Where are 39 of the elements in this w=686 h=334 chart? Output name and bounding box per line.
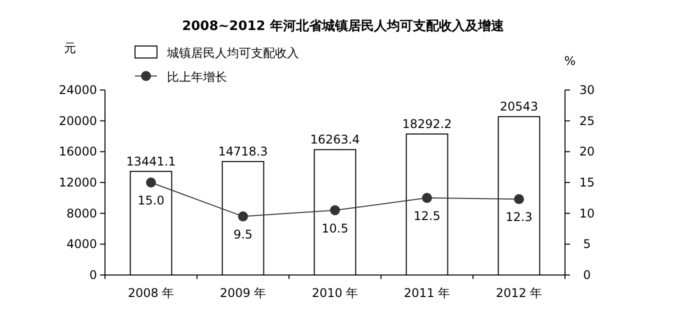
x-tick-label: 2010 年 <box>312 286 358 300</box>
data-label: 20543 <box>500 100 538 114</box>
y-tick-label: 20000 <box>58 114 97 128</box>
y2-tick-label: 10 <box>579 206 595 220</box>
y-tick-label: 8000 <box>66 206 97 220</box>
data-label: 16263.4 <box>310 132 360 147</box>
legend-label: 比上年增长 <box>167 70 227 84</box>
data-label: 14718.3 <box>218 144 268 159</box>
data-label: 12.3 <box>506 210 532 224</box>
y2-tick-label: 30 <box>579 83 595 97</box>
y2-tick-label: 5 <box>583 237 591 252</box>
y2-tick-label: 20 <box>579 144 595 159</box>
x-tick-label: 2011 年 <box>404 286 450 300</box>
y2-tick-label: 15 <box>579 176 595 190</box>
x-tick-label: 2012 年 <box>496 286 542 300</box>
y-axis-title: 元 <box>64 41 76 55</box>
data-label: 18292.2 <box>402 117 452 131</box>
x-tick-label: 2009 年 <box>220 286 266 300</box>
y2-axis-title: % <box>564 54 576 68</box>
data-label: 12.5 <box>414 208 440 223</box>
legend-label: 城镇居民人均可支配收入 <box>166 46 299 60</box>
y-tick-label: 24000 <box>58 83 97 97</box>
data-label: 13441.1 <box>126 154 176 168</box>
point <box>422 192 432 203</box>
y-tick-label: 12000 <box>58 176 97 190</box>
y-tick-label: 4000 <box>66 237 97 252</box>
data-label: 10.5 <box>322 221 348 236</box>
chart-title: 2008~2012 年河北省城镇居民人均可支配收入及增速 <box>182 18 505 34</box>
point <box>238 211 248 222</box>
y2-tick-label: 25 <box>579 114 595 128</box>
y-tick-label: 16000 <box>58 144 97 159</box>
x-tick-label: 2008 年 <box>128 286 174 300</box>
y-tick-label: 0 <box>89 268 97 282</box>
point <box>514 194 524 204</box>
point <box>146 178 156 188</box>
point <box>330 205 340 216</box>
y2-tick-label: 0 <box>583 268 591 282</box>
data-label: 15.0 <box>138 194 164 208</box>
data-label: 9.5 <box>233 227 253 242</box>
